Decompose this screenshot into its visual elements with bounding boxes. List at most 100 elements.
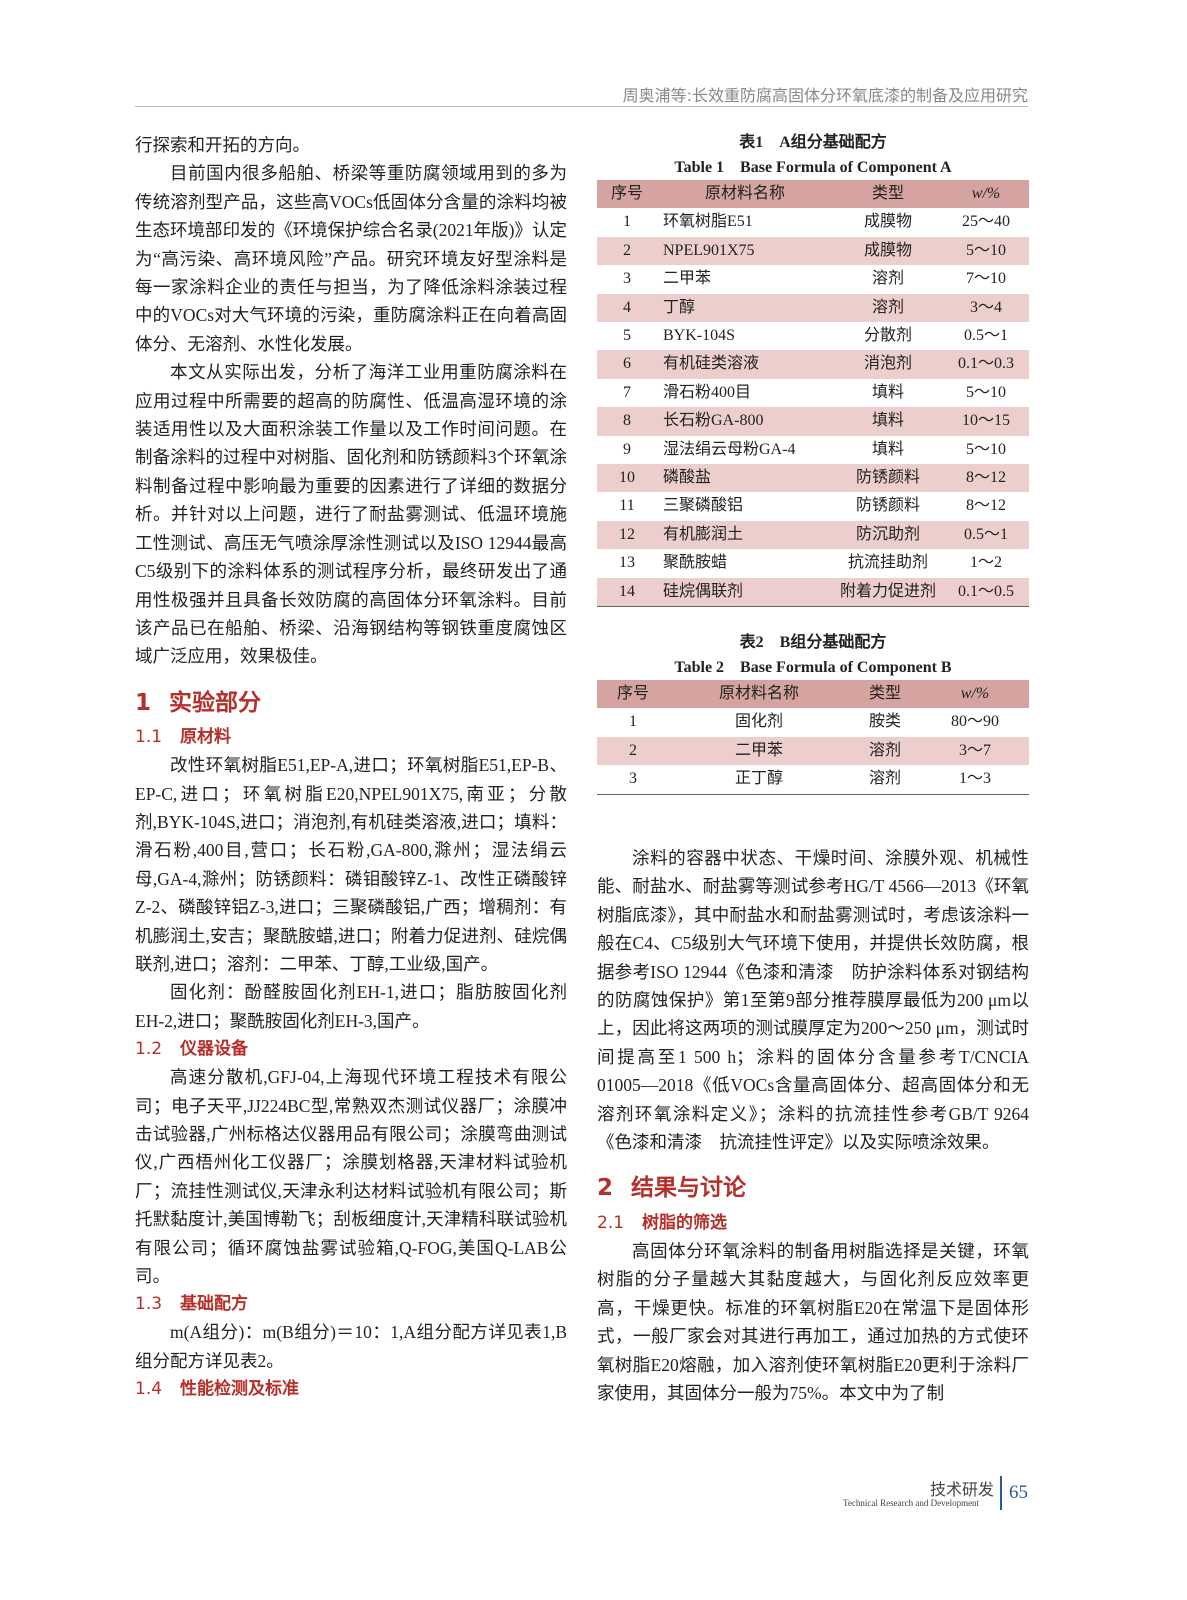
table-cell: 溶剂 [868, 770, 901, 788]
table-row: 3 二甲苯 溶剂 7～10 [597, 265, 1029, 293]
table-cell: 二甲苯 [669, 736, 849, 766]
table-cell: 1～3 [958, 770, 991, 788]
column-header: w/% [920, 680, 1029, 709]
table-cell: 3～7 [920, 736, 1029, 766]
section-number: 1 [135, 689, 152, 716]
header-rule [135, 106, 1028, 107]
column-header: 原材料名称 [657, 180, 833, 209]
footer-section-cn: 技术研发 [930, 1480, 995, 1499]
table-cell: 0.5～1 [943, 520, 1029, 550]
table-cell: 11 [619, 497, 635, 515]
table-cell: 13 [619, 554, 635, 572]
table-cell: 5 [623, 327, 631, 345]
table-cell: 1～2 [969, 554, 1002, 572]
table-cell: 25～40 [961, 213, 1010, 231]
left-column: 行探索和开拓的方向。 目前国内很多船舶、桥梁等重防腐领域用到的多为传统溶剂型产品… [135, 131, 567, 1403]
table-row: 7 滑石粉400目 填料 5～10 [597, 379, 1029, 407]
section-title: 实验部分 [169, 689, 262, 716]
table-cell: 5～10 [943, 236, 1029, 266]
table-cell: 硅烷偶联剂 [657, 577, 833, 607]
paragraph: 改性环氧树脂E51,EP-A,进口；环氧树脂E51,EP-B、EP-C,进口；环… [135, 755, 567, 974]
table-cell: 分散剂 [863, 327, 912, 345]
table-caption-en: Table 2 Base Formula of Component B [674, 659, 952, 676]
table2-block: 表2 B组分基础配方 Table 2 Base Formula of Compo… [597, 630, 1029, 795]
table-row: 2 NPEL901X75 成膜物 5～10 [597, 236, 1029, 266]
table-cell: 聚酰胺蜡 [663, 554, 728, 572]
table-cell: 三聚磷酸铝 [663, 497, 744, 515]
table-cell: 胺类 [868, 713, 901, 731]
paragraph: 高速分散机,GFJ-04,上海现代环境工程技术有限公司；电子天平,JJ224BC… [135, 1067, 567, 1287]
running-title: 周奥浦等:长效重防腐高固体分环氧底漆的制备及应用研究 [622, 86, 1028, 105]
table-cell: 丁醇 [657, 293, 833, 323]
table-cell: 3 [629, 770, 637, 788]
subsection-title: 树脂的筛选 [642, 1212, 728, 1233]
table-cell: 湿法绢云母粉GA-4 [663, 440, 796, 458]
table-cell: 溶剂 [871, 270, 904, 288]
table-caption-cn: 表2 B组分基础配方 [739, 634, 887, 651]
subsection-heading: 1.4 性能检测及标准 [135, 1375, 567, 1403]
table-cell: 0.1～0.5 [943, 577, 1029, 607]
table-cell: 有机膨润土 [657, 520, 833, 550]
paragraph: m(A组分)：m(B组分)＝10：1,A组分配方详见表1,B组分配方详见表2。 [135, 1322, 567, 1371]
table-cell: 磷酸盐 [657, 464, 833, 493]
table-cell: 2 [597, 236, 657, 266]
subsection-title: 原材料 [180, 727, 232, 748]
table-2: 序号 原材料名称 类型 w/% 1 固化剂 胺类 80～90 2 二甲苯 溶剂 3～7 3 正丁醇 溶剂 1… [597, 680, 1029, 795]
paragraph: 本文从实际出发，分析了海洋工业用重防腐涂料在应用过程中所需要的超高的防腐性、低温… [135, 362, 567, 667]
column-header: 类型 [833, 180, 943, 209]
subsection-number: 1.1 [135, 727, 163, 748]
table-row: 9 湿法绢云母粉GA-4 填料 5～10 [597, 436, 1029, 464]
table-cell: 12 [597, 520, 657, 550]
section-number: 2 [597, 1175, 614, 1202]
subsection-number: 2.1 [597, 1212, 625, 1233]
table-cell: 正丁醇 [734, 770, 783, 788]
table-caption-en: Table 1 Base Formula of Component A [674, 159, 952, 176]
table-row: 14 硅烷偶联剂 附着力促进剂 0.1～0.5 [597, 577, 1029, 607]
table-cell: 10 [597, 464, 657, 493]
table-cell: 9 [623, 440, 631, 458]
table-row: 10 磷酸盐 防锈颜料 8～12 [597, 464, 1029, 493]
table-cell: 8 [597, 407, 657, 436]
subsection-title: 基础配方 [180, 1294, 249, 1315]
table-cell: 防沉助剂 [833, 520, 943, 550]
table-row: 6 有机硅类溶液 消泡剂 0.1～0.3 [597, 350, 1029, 379]
table-row: 13 聚酰胺蜡 抗流挂助剂 1～2 [597, 549, 1029, 577]
table-row: 1 固化剂 胺类 80～90 [597, 708, 1029, 736]
subsection-heading: 1.1 原材料 [135, 723, 567, 751]
table-cell: 二甲苯 [663, 270, 712, 288]
footer-divider [1000, 1476, 1002, 1510]
column-header: w/% [943, 180, 1029, 209]
table-row: 2 二甲苯 溶剂 3～7 [597, 736, 1029, 766]
table-row: 8 长石粉GA-800 填料 10～15 [597, 407, 1029, 436]
table-cell: 2 [597, 736, 669, 766]
table-cell: 有机硅类溶液 [657, 350, 833, 379]
table-cell: 4 [597, 293, 657, 323]
subsection-heading: 1.2 仪器设备 [135, 1035, 567, 1063]
table-cell: 成膜物 [833, 236, 943, 266]
table1-block: 表1 A组分基础配方 Table 1 Base Formula of Compo… [597, 130, 1029, 608]
subsection-number: 1.2 [135, 1039, 163, 1060]
paragraph: 目前国内很多船舶、桥梁等重防腐领域用到的多为传统溶剂型产品，这些高VOCs低固体… [135, 163, 567, 354]
table-cell: 环氧树脂E51 [663, 213, 753, 231]
table-cell: 成膜物 [863, 213, 912, 231]
table-cell: 8～12 [943, 464, 1029, 493]
section-heading: 2 结果与讨论 [597, 1174, 1029, 1202]
table-cell: 消泡剂 [833, 350, 943, 379]
section-heading: 1 实验部分 [135, 689, 567, 717]
paragraph: 高固体分环氧涂料的制备用树脂选择是关键，环氧树脂的分子量越大其黏度越大，与固化剂… [597, 1240, 1029, 1403]
table-cell: BYK-104S [663, 327, 736, 345]
table-cell: 3～4 [943, 293, 1029, 323]
table-cell: 5～10 [965, 383, 1006, 401]
table-cell: 1 [629, 713, 637, 731]
table-cell: 填料 [871, 383, 904, 401]
table-row: 5 BYK-104S 分散剂 0.5～1 [597, 322, 1029, 350]
table-row: 3 正丁醇 溶剂 1～3 [597, 765, 1029, 794]
table-cell: 滑石粉400目 [663, 383, 752, 401]
table-row: 1 环氧树脂E51 成膜物 25～40 [597, 208, 1029, 236]
subsection-number: 1.3 [135, 1294, 163, 1315]
subsection-title: 仪器设备 [180, 1039, 249, 1060]
table-cell: 14 [597, 577, 657, 607]
paragraph: 涂料的容器中状态、干燥时间、涂膜外观、机械性能、耐盐水、耐盐雾等测试参考HG/T… [597, 848, 1029, 1153]
right-column-text: 涂料的容器中状态、干燥时间、涂膜外观、机械性能、耐盐水、耐盐雾等测试参考HG/T… [597, 844, 1029, 1407]
